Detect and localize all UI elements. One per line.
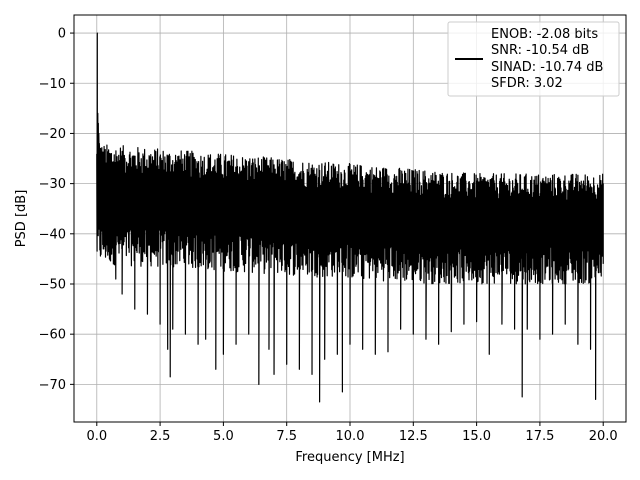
y-axis-ticks: 0 −10 −20 −30 −40 −50 −60 −70 xyxy=(39,27,74,393)
x-tick-label: 20.0 xyxy=(589,429,618,444)
y-tick-label: −40 xyxy=(39,227,66,242)
x-tick-label: 17.5 xyxy=(525,429,554,444)
legend-box xyxy=(447,21,620,97)
psd-trace xyxy=(96,32,604,403)
x-tick-label: 7.5 xyxy=(276,429,297,444)
y-tick-label: −10 xyxy=(39,77,66,92)
x-tick-label: 15.0 xyxy=(462,429,491,444)
x-tick-label: 10.0 xyxy=(336,429,365,444)
x-tick-label: 12.5 xyxy=(399,429,428,444)
legend-line-snr: SNR: -10.54 dB xyxy=(491,43,589,58)
y-axis-label: PSD [dB] xyxy=(14,190,29,248)
y-tick-label: −20 xyxy=(39,127,66,142)
y-tick-label: −60 xyxy=(39,328,66,343)
legend: ENOB: -2.08 bits SNR: -10.54 dB SINAD: -… xyxy=(447,21,620,97)
y-tick-label: 0 xyxy=(58,27,66,42)
x-axis-label: Frequency [MHz] xyxy=(295,450,404,465)
x-tick-label: 5.0 xyxy=(213,429,234,444)
x-tick-label: 0.0 xyxy=(86,429,107,444)
legend-line-sinad: SINAD: -10.74 dB xyxy=(491,60,603,75)
y-tick-label: −70 xyxy=(39,378,66,393)
y-tick-label: −30 xyxy=(39,177,66,192)
data-layer xyxy=(96,32,604,403)
x-axis-ticks: 0.0 2.5 5.0 7.5 10.0 12.5 15.0 17.5 20.0 xyxy=(86,422,618,444)
y-tick-label: −50 xyxy=(39,277,66,292)
x-tick-label: 2.5 xyxy=(150,429,171,444)
legend-line-enob: ENOB: -2.08 bits xyxy=(491,27,598,42)
legend-line-sfdr: SFDR: 3.02 xyxy=(491,76,563,91)
